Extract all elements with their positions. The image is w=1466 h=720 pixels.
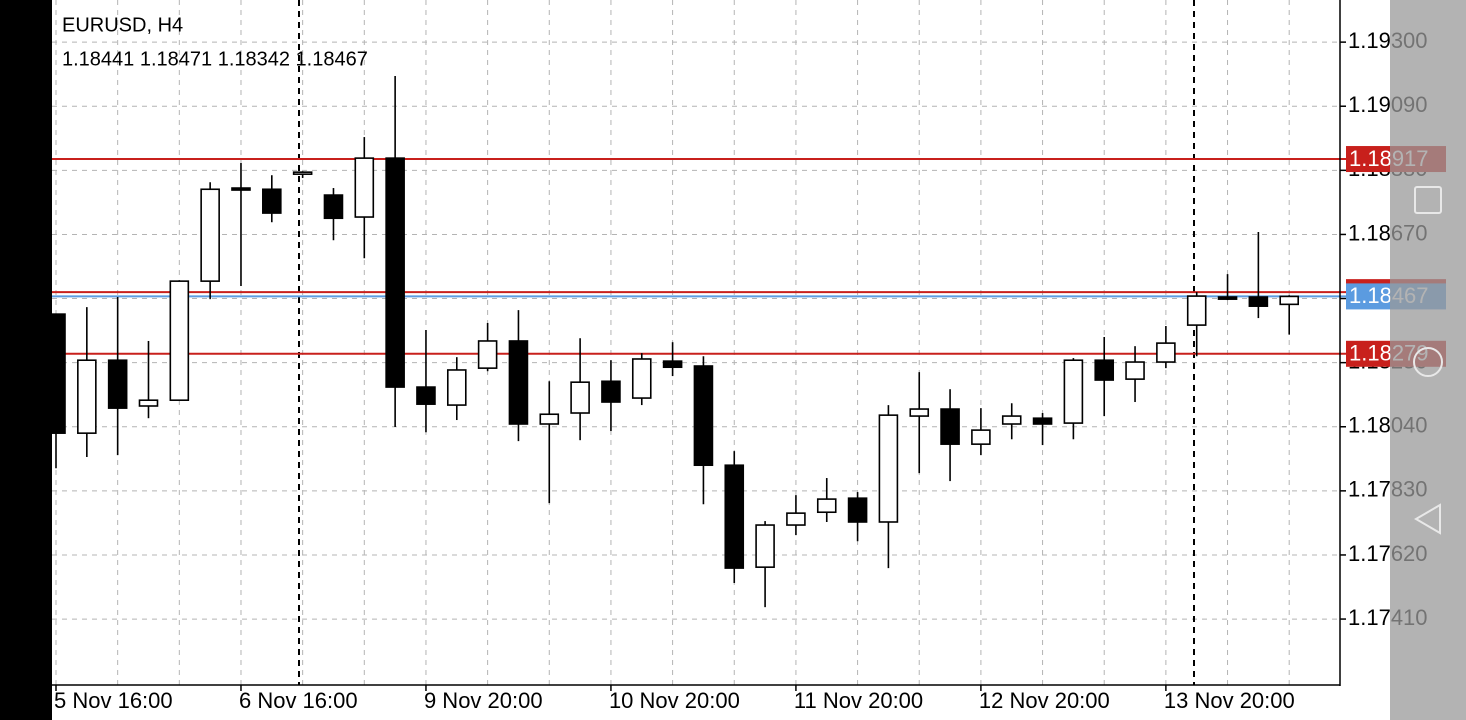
x-tick-label: 6 Nov 16:00 bbox=[239, 688, 358, 713]
candle-body bbox=[416, 386, 436, 405]
x-tick-label: 11 Nov 20:00 bbox=[794, 688, 923, 713]
candle-body bbox=[323, 194, 344, 220]
x-tick-label: 9 Nov 20:00 bbox=[424, 688, 543, 713]
candle-body bbox=[755, 524, 775, 568]
grid bbox=[52, 0, 1340, 685]
candle-body bbox=[200, 188, 220, 282]
candle-body bbox=[940, 408, 960, 445]
x-tick-label: 13 Nov 20:00 bbox=[1164, 688, 1295, 713]
candle-body bbox=[1125, 361, 1145, 380]
back-button[interactable] bbox=[1414, 503, 1441, 535]
candle-body bbox=[385, 157, 405, 388]
candle-body bbox=[1156, 342, 1176, 363]
candle-body bbox=[662, 360, 683, 369]
candle-body bbox=[601, 380, 621, 403]
side-panel bbox=[1390, 0, 1466, 720]
ohlc-readout: 1.18441 1.18471 1.18342 1.18467 bbox=[62, 48, 368, 70]
candle-body bbox=[292, 171, 313, 175]
candle-body bbox=[508, 340, 529, 425]
candle-body bbox=[1032, 417, 1053, 425]
candle-body bbox=[446, 369, 467, 406]
candle-body bbox=[107, 359, 128, 409]
chart-title: EURUSD, H4 bbox=[62, 14, 183, 36]
candle-body bbox=[231, 187, 251, 191]
home-button[interactable] bbox=[1413, 347, 1443, 377]
candle-body bbox=[1063, 359, 1084, 424]
candle-body bbox=[786, 512, 806, 526]
candle-body bbox=[971, 429, 991, 445]
candle-body bbox=[693, 365, 714, 467]
candle-body bbox=[477, 340, 498, 369]
levels bbox=[52, 158, 1346, 355]
candle-body bbox=[816, 498, 837, 514]
x-axis: 5 Nov 16:00 6 Nov 16:00 9 Nov 20:00 10 Nov … bbox=[54, 685, 1295, 713]
candle-body bbox=[631, 358, 652, 399]
candle-body bbox=[909, 408, 930, 417]
candle-body bbox=[77, 359, 97, 434]
candle-body bbox=[539, 413, 560, 425]
candle-body bbox=[138, 399, 159, 407]
candle-body bbox=[1186, 295, 1207, 326]
candle-body bbox=[169, 280, 190, 401]
candle-body bbox=[354, 157, 375, 218]
candle-body bbox=[1001, 415, 1022, 425]
recent-apps-button[interactable] bbox=[1414, 186, 1442, 214]
candle-body bbox=[1248, 296, 1269, 307]
candle-body bbox=[262, 188, 282, 214]
x-tick-label: 10 Nov 20:00 bbox=[609, 688, 740, 713]
candle-body bbox=[1217, 296, 1238, 300]
candle-body bbox=[1279, 295, 1299, 306]
candle-body bbox=[724, 464, 745, 569]
x-tick-label: 5 Nov 16:00 bbox=[54, 688, 173, 713]
candle-body bbox=[847, 497, 868, 523]
x-tick-label: 12 Nov 20:00 bbox=[979, 688, 1110, 713]
candle-body bbox=[570, 381, 590, 414]
candle-body bbox=[1094, 359, 1115, 381]
candle-body bbox=[878, 414, 899, 523]
left-bezel bbox=[0, 0, 52, 720]
